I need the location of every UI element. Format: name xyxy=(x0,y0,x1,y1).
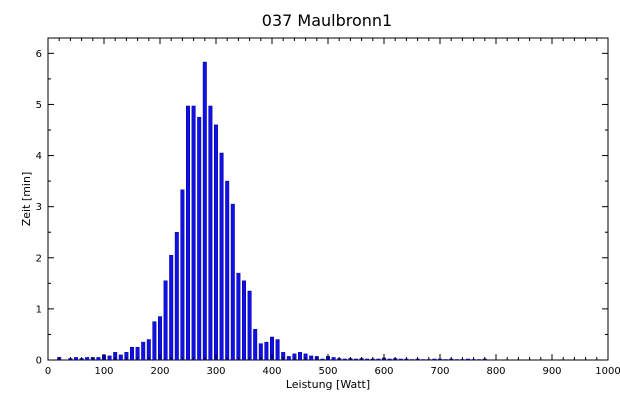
bar xyxy=(443,359,448,361)
tick-labels-group: 0 100 200 300 400 500 600 700 800 900 1000 0 1 2 3 4 5 6 xyxy=(36,49,620,377)
bar xyxy=(146,339,151,361)
x-tick-label: 700 xyxy=(430,366,449,377)
x-tick-label: 0 xyxy=(45,366,51,377)
bar xyxy=(253,329,258,361)
bar xyxy=(214,124,218,361)
bar xyxy=(242,280,246,361)
bar xyxy=(208,105,213,361)
y-tick-label: 4 xyxy=(36,151,42,162)
x-tick-label: 100 xyxy=(94,366,113,377)
bar xyxy=(331,357,336,361)
bar xyxy=(191,105,196,361)
bar xyxy=(309,355,314,361)
y-tick-label: 0 xyxy=(36,356,42,367)
x-tick-label: 500 xyxy=(318,366,337,377)
x-tick-label: 800 xyxy=(486,366,505,377)
x-tick-label: 600 xyxy=(374,366,393,377)
bar xyxy=(376,358,381,361)
bar xyxy=(163,280,168,361)
bar xyxy=(230,203,235,361)
bar xyxy=(158,316,162,361)
bar xyxy=(141,341,146,361)
bar xyxy=(202,61,207,361)
bar xyxy=(410,359,414,361)
y-tick-label: 6 xyxy=(36,49,42,60)
x-tick-label: 900 xyxy=(542,366,561,377)
bar xyxy=(225,180,230,361)
x-tick-label: 400 xyxy=(262,366,281,377)
bar xyxy=(454,359,459,361)
y-tick-label: 2 xyxy=(36,253,42,264)
y-tick-label: 3 xyxy=(36,202,42,213)
bars-group xyxy=(57,61,487,361)
bar xyxy=(477,359,482,361)
bar xyxy=(96,357,101,361)
bar xyxy=(152,321,157,361)
bar xyxy=(107,355,112,361)
bar xyxy=(174,231,179,361)
bar xyxy=(247,290,252,361)
bar xyxy=(85,357,90,361)
bar xyxy=(186,105,190,361)
bar xyxy=(180,189,185,361)
y-tick-label: 5 xyxy=(36,100,42,111)
bar xyxy=(169,254,174,361)
bar xyxy=(387,358,392,361)
x-axis-title: Leistung [Watt] xyxy=(286,378,370,391)
bar xyxy=(320,358,325,361)
bar xyxy=(342,358,347,361)
x-tick-label: 200 xyxy=(150,366,169,377)
bar xyxy=(275,339,280,361)
bar xyxy=(236,272,241,361)
bar xyxy=(264,341,269,361)
bar xyxy=(130,346,134,361)
bar xyxy=(286,356,291,361)
bar xyxy=(298,352,302,361)
bar xyxy=(219,152,224,361)
y-tick-label: 1 xyxy=(36,304,42,315)
bar xyxy=(421,359,426,361)
x-tick-label: 1000 xyxy=(595,366,620,377)
bar xyxy=(197,116,202,361)
y-axis-title: Zeit [min] xyxy=(20,172,33,227)
bar xyxy=(118,354,123,361)
ticks-group xyxy=(47,38,609,361)
bar xyxy=(432,358,437,361)
plot-frame xyxy=(47,37,609,361)
bar xyxy=(354,358,358,361)
chart-title: 037 Maulbronn1 xyxy=(262,11,392,30)
bar xyxy=(398,358,403,361)
bar xyxy=(365,358,370,361)
bar xyxy=(74,357,78,361)
bar xyxy=(466,358,470,361)
x-tick-label: 300 xyxy=(206,366,225,377)
